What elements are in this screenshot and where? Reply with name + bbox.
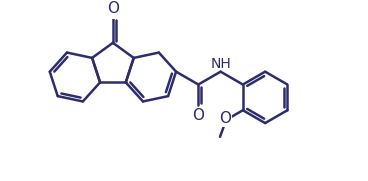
Text: NH: NH — [210, 57, 231, 71]
Text: O: O — [219, 111, 231, 126]
Text: O: O — [192, 108, 204, 123]
Text: O: O — [107, 1, 119, 16]
